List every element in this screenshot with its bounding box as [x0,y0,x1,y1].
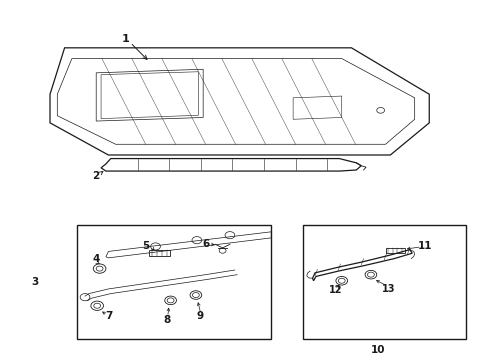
Bar [302,225,465,339]
Text: 4: 4 [92,254,100,264]
Text: 2: 2 [92,171,100,181]
Text: 8: 8 [163,315,170,325]
Text: 10: 10 [370,345,385,355]
Text: 13: 13 [381,284,394,294]
Text: 1: 1 [121,34,129,44]
Text: 12: 12 [328,285,342,295]
Text: 11: 11 [417,241,432,251]
Text: 6: 6 [202,239,209,249]
Bar [77,225,271,339]
Text: 9: 9 [196,311,203,321]
Text: 5: 5 [142,241,150,251]
Text: 3: 3 [31,277,38,287]
Text: 7: 7 [105,311,113,321]
